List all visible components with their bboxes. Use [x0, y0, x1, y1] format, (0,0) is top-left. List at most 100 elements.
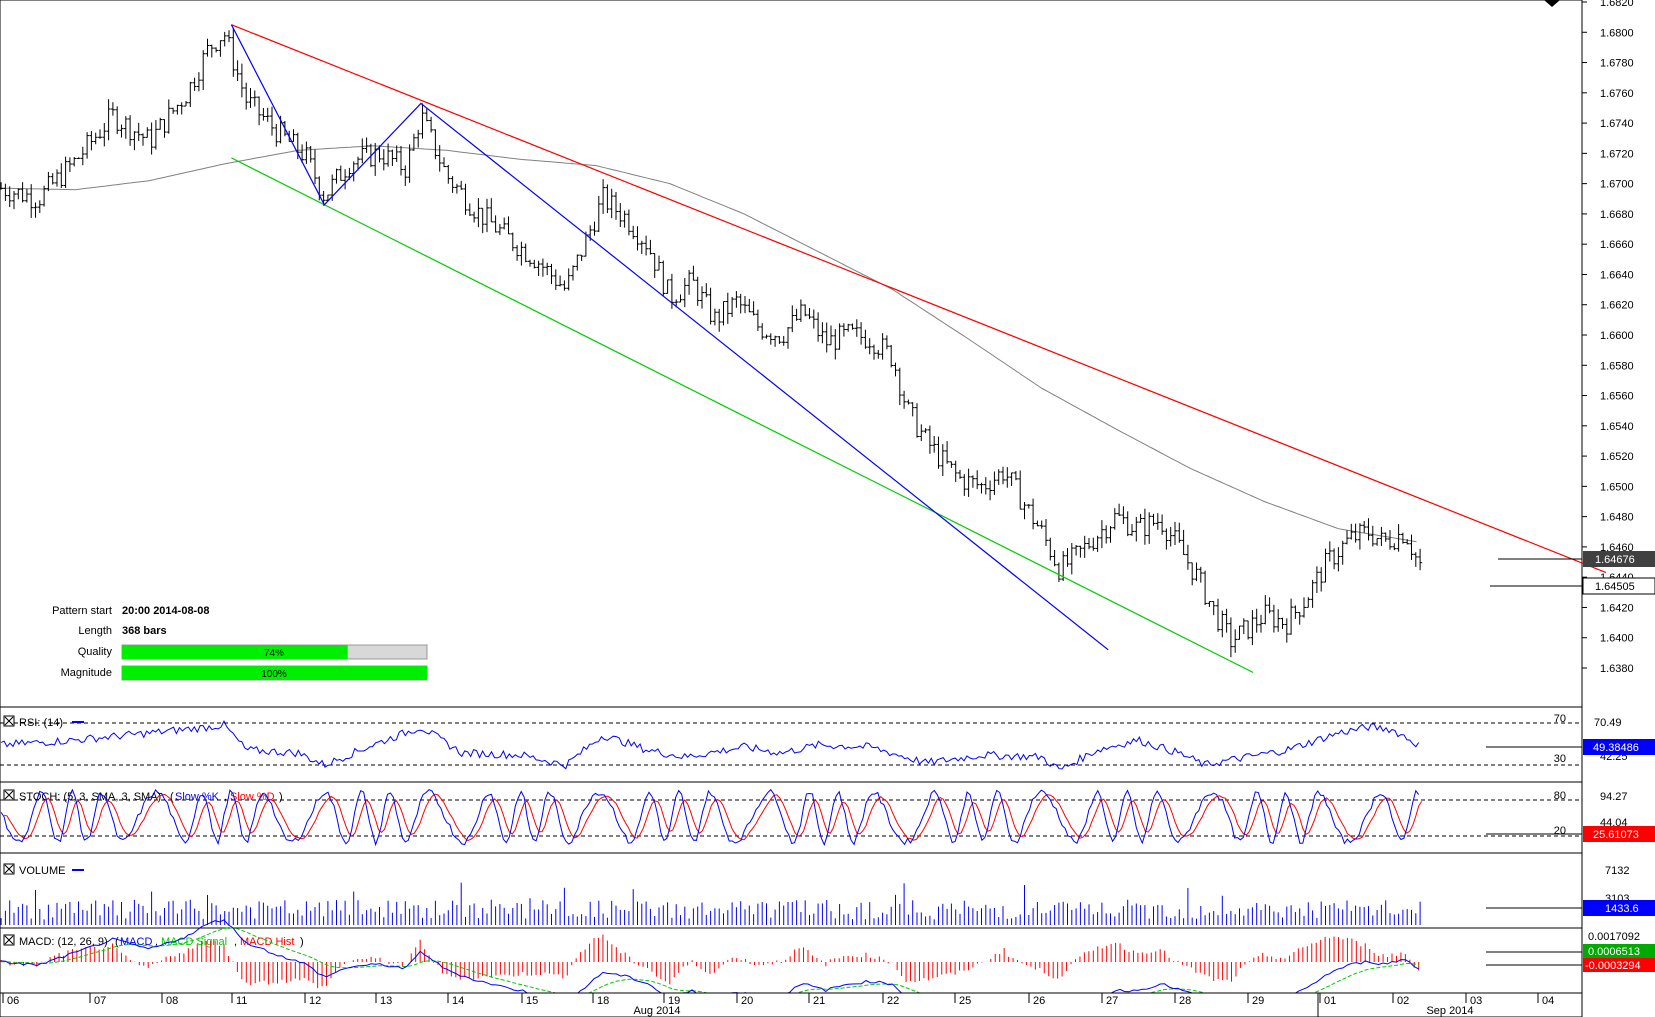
time-tick-label: 14: [452, 995, 464, 1007]
price-panel: 1.6820 1.6800 1.6780 1.6760 1.6740 1.6720 1.67…: [0, 0, 1655, 708]
volume-bars-layer: [0, 882, 1421, 925]
macd-close-icon[interactable]: [3, 934, 15, 946]
macd-axis-label: 0.0017092: [1588, 931, 1640, 943]
volume-panel: VOLUME 7132 3103 1433.6: [0, 852, 1655, 929]
price-tick-label: 1.6680: [1600, 209, 1634, 221]
month-label-sep: Sep 2014: [1426, 1005, 1473, 1017]
last-price-box: [1582, 577, 1655, 595]
current-price-value: 1.64676: [1595, 554, 1635, 566]
stoch-k-label: Slow %K: [175, 791, 220, 803]
time-tick-label: 11: [236, 995, 247, 1007]
time-tick-label: 08: [166, 995, 178, 1007]
time-tick-label: 18: [597, 995, 609, 1007]
pattern-start-label: Pattern start: [52, 605, 112, 617]
stoch-k-line: [0, 788, 1420, 847]
stoch-d-line: [3, 793, 1423, 842]
macd-value-1: 0.0006513: [1588, 946, 1640, 958]
price-tick-label: 1.6560: [1600, 391, 1634, 403]
time-tick-label: 04: [1542, 995, 1554, 1007]
price-tick-label: 1.6820: [1600, 0, 1634, 9]
magnitude-label: Magnitude: [61, 667, 112, 679]
magnitude-gauge-fill: [122, 666, 427, 680]
time-tick-label: 12: [309, 995, 321, 1007]
magnitude-value: 100%: [261, 669, 287, 680]
macd-sep-1: ,: [155, 936, 158, 948]
stoch-panel: STOCH: (5, 3, SMA, 3, SMA) ( Slow %K , S…: [0, 781, 1655, 854]
price-tick-label: 1.6640: [1600, 269, 1634, 281]
time-tick-label: 15: [526, 995, 538, 1007]
time-tick-label: 13: [380, 995, 392, 1007]
time-tick-label: 28: [1179, 995, 1191, 1007]
price-tick-label: 1.6420: [1600, 602, 1634, 614]
price-tick-label: 1.6380: [1600, 663, 1634, 675]
rsi-close-icon[interactable]: [3, 715, 15, 727]
rsi-value: 49.38486: [1593, 742, 1639, 754]
stoch-level-high: 80: [1554, 790, 1566, 802]
stoch-value-box: [1583, 826, 1655, 842]
macd-paren-open: (: [115, 936, 119, 948]
volume-value: 1433.6: [1605, 903, 1639, 915]
price-tick-label: 1.6720: [1600, 148, 1634, 160]
volume-value-box: [1583, 900, 1655, 916]
corner-marker-icon: [1544, 0, 1560, 7]
price-tick-label: 1.6580: [1600, 360, 1634, 372]
quality-value: 74%: [264, 648, 284, 659]
stoch-sep: ,: [224, 791, 227, 803]
time-tick-label: 29: [1252, 995, 1264, 1007]
time-tick-label: 07: [94, 995, 106, 1007]
macd-hist-label: MACD Hist: [240, 936, 294, 948]
price-tick-label: 1.6800: [1600, 27, 1634, 39]
price-tick-label: 1.6520: [1600, 451, 1634, 463]
rsi-level-low: 30: [1554, 753, 1566, 765]
macd-value-box-2: [1583, 958, 1655, 972]
price-tick-label: 1.6460: [1600, 542, 1634, 554]
price-tick-label: 1.6540: [1600, 421, 1634, 433]
macd-line-label: MACD: [120, 936, 152, 948]
pattern-length-label: Length: [78, 625, 112, 637]
pattern-start-value: 20:00 2014-08-08: [122, 605, 209, 617]
rsi-value-box: [1583, 739, 1655, 755]
rsi-panel: RSI: (14) 70 30 70.49 42.25 49.38486: [0, 706, 1655, 783]
macd-value-2: -0.0003294: [1585, 960, 1641, 972]
stoch-close-icon[interactable]: [3, 789, 15, 801]
moving-average-layer: [1, 145, 1417, 543]
moving-average-line: [1, 145, 1417, 543]
price-tick-label: 1.6600: [1600, 330, 1634, 342]
macd-panel: MACD: (12, 26, 9) ( MACD , MACD Signal ,…: [0, 919, 1655, 1017]
volume-close-icon[interactable]: [3, 863, 15, 875]
price-tick-label: 1.6500: [1600, 481, 1634, 493]
macd-sep-2: ,: [234, 936, 237, 948]
price-tick-label: 1.6740: [1600, 118, 1634, 130]
rsi-level-high: 70: [1554, 713, 1566, 725]
stoch-title: STOCH: (5, 3, SMA, 3, SMA): [19, 791, 161, 803]
price-tick-label: 1.6620: [1600, 300, 1634, 312]
pattern-lines-layer: [230, 24, 1607, 674]
time-tick-label: 06: [7, 995, 19, 1007]
volume-axis-label-1: 7132: [1605, 865, 1629, 877]
time-tick-label: 20: [741, 995, 753, 1007]
quality-label: Quality: [78, 646, 113, 658]
stoch-axis-label-1: 94.27: [1600, 791, 1628, 803]
time-tick-label: 21: [813, 995, 825, 1007]
rsi-axis-label-1: 70.49: [1594, 717, 1622, 729]
time-axis: Aug 2014 Sep 2014 06 07 08 11 12 13 14 15 18 19 20…: [0, 992, 1583, 1017]
last-price-value: 1.64505: [1595, 581, 1635, 593]
time-tick-label: 27: [1106, 995, 1118, 1007]
price-tick-label: 1.6780: [1600, 58, 1634, 70]
time-tick-label: 25: [959, 995, 971, 1007]
price-tick-label: 1.6760: [1600, 88, 1634, 100]
stoch-paren-open: (: [170, 791, 174, 803]
stoch-paren-close: ): [279, 791, 283, 803]
price-tick-label: 1.6660: [1600, 239, 1634, 251]
volume-title: VOLUME: [19, 865, 65, 877]
price-tick-label: 1.6400: [1600, 633, 1634, 645]
price-tick-label: 1.6700: [1600, 179, 1634, 191]
quality-gauge-fill: [122, 645, 348, 659]
current-price-box: [1583, 551, 1655, 567]
month-label-aug: Aug 2014: [633, 1005, 680, 1017]
macd-value-box-1: [1583, 944, 1655, 958]
pattern-line: [230, 24, 1109, 651]
rsi-line: [0, 719, 1420, 770]
macd-paren-close: ): [300, 936, 304, 948]
pattern-info: Pattern start 20:00 2014-08-08 Length 36…: [52, 605, 428, 681]
